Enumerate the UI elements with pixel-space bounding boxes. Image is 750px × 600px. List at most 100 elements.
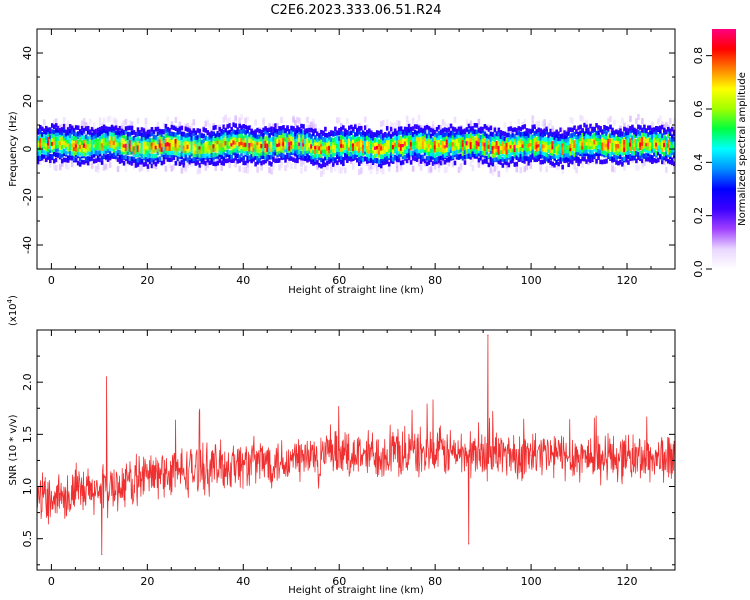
heatmap-cell [409, 141, 413, 147]
heatmap-cell [58, 140, 62, 146]
heatmap-cell [389, 158, 393, 164]
heatmap-cell [545, 130, 548, 135]
heatmap-cell [415, 153, 419, 159]
heatmap-cell [653, 133, 656, 138]
heatmap-cell [613, 138, 616, 144]
heatmap-cell [617, 147, 620, 153]
heatmap-cell [673, 136, 675, 142]
heatmap-cell [106, 116, 110, 123]
heatmap-cell [525, 151, 529, 157]
heatmap-cell [387, 161, 391, 167]
heatmap-cell [174, 138, 178, 144]
heatmap-cell [369, 148, 373, 154]
heatmap-cell [577, 138, 580, 144]
heatmap-cell [316, 163, 319, 170]
heatmap-cell [204, 141, 208, 147]
heatmap-cell [369, 162, 373, 169]
heatmap-cell [533, 151, 537, 156]
heatmap-cell [38, 145, 42, 151]
heatmap-cell [108, 135, 112, 141]
heatmap-cell [487, 127, 491, 132]
heatmap-cell [300, 142, 303, 147]
heatmap-cell [367, 136, 371, 142]
heatmap-cell [587, 144, 590, 150]
heatmap-cell [647, 156, 650, 162]
heatmap-cell [186, 140, 190, 145]
heatmap-cell [234, 139, 237, 145]
heatmap-cell [352, 142, 355, 147]
heatmap-cell [661, 139, 664, 144]
heatmap-cell [451, 146, 455, 151]
heatmap-cell [286, 135, 289, 141]
heatmap-cell [611, 165, 614, 172]
heatmap-cell [46, 140, 50, 146]
heatmap-cell [387, 131, 391, 136]
heatmap-cell [671, 147, 674, 153]
heatmap-cell [523, 133, 527, 139]
heatmap-cell [407, 140, 411, 145]
heatmap-cell [465, 133, 469, 139]
heatmap-cell [164, 165, 168, 172]
heatmap-cell [142, 141, 146, 147]
snr-point [266, 454, 268, 456]
heatmap-cell [42, 119, 46, 126]
heatmap-cell [44, 142, 48, 148]
heatmap-cell [348, 134, 351, 139]
heatmap-cell [375, 144, 379, 150]
heatmap-cell [258, 148, 261, 153]
heatmap-cell [509, 147, 513, 153]
heatmap-cell [371, 142, 375, 147]
heatmap-cell [144, 152, 148, 157]
heatmap-cell [617, 139, 620, 145]
heatmap-cell [669, 152, 672, 157]
heatmap-cell [138, 165, 142, 172]
heatmap-cell [218, 142, 222, 148]
heatmap-cell [344, 152, 347, 158]
heatmap-cell [60, 149, 64, 155]
heatmap-cell [204, 149, 208, 155]
heatmap-cell [258, 144, 261, 150]
heatmap-cell [260, 143, 263, 149]
heatmap-cell [573, 140, 576, 145]
heatmap-cell [515, 147, 519, 153]
heatmap-cell [356, 145, 359, 151]
heatmap-cell [389, 139, 393, 144]
heatmap-cell [649, 137, 652, 143]
heatmap-cell [399, 162, 403, 169]
heatmap-cell [132, 130, 136, 135]
heatmap-cell [226, 118, 229, 125]
heatmap-cell [595, 133, 598, 139]
heatmap-cell [433, 144, 437, 150]
heatmap-cell [268, 136, 271, 141]
snr-y-label: SNR (10 * v/v) [8, 414, 19, 485]
heatmap-cell [52, 119, 56, 126]
heatmap-cell [471, 151, 475, 156]
heatmap-cell [523, 118, 527, 125]
heatmap-cell [403, 154, 407, 160]
heatmap-cell [391, 151, 395, 157]
heatmap-cell [633, 151, 636, 158]
heatmap-cell [371, 149, 375, 154]
heatmap-cell [48, 141, 52, 146]
heatmap-cell [180, 167, 184, 174]
heatmap-cell [425, 156, 429, 161]
heatmap-cell [411, 155, 415, 161]
heatmap-cell [385, 139, 389, 145]
heatmap-cell [168, 131, 172, 136]
heatmap-cell [487, 147, 491, 153]
heatmap-cell [150, 145, 154, 150]
heatmap-cell [495, 147, 499, 153]
heatmap-cell [340, 167, 343, 174]
heatmap-cell [613, 153, 616, 158]
heatmap-cell [86, 125, 90, 131]
heatmap-cell [332, 140, 335, 146]
heatmap-cell [318, 133, 321, 138]
heatmap-cell [597, 155, 600, 161]
heatmap-cell [493, 140, 497, 146]
heatmap-cell [198, 141, 202, 147]
heatmap-cell [200, 146, 204, 151]
y-tick-label: 0.5 [21, 530, 34, 548]
heatmap-cell [623, 122, 626, 129]
heatmap-cell [471, 156, 475, 163]
heatmap-cell [443, 153, 447, 158]
